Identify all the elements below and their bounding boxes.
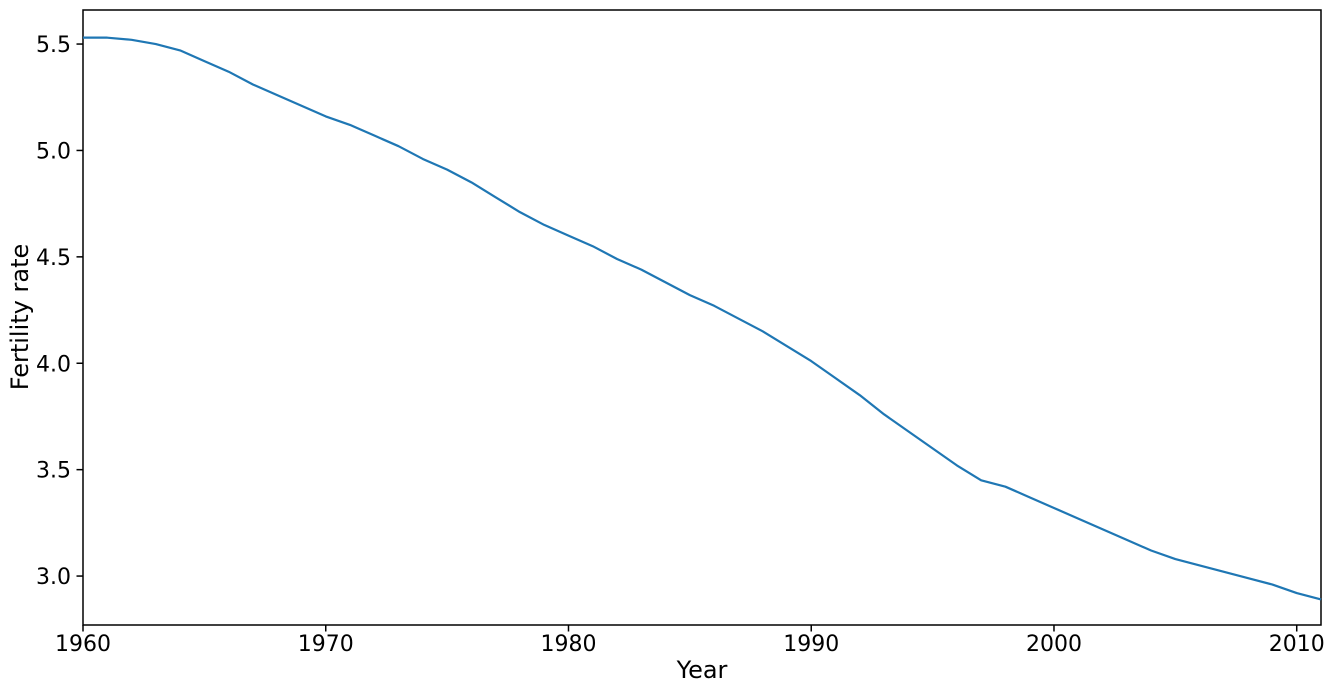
x-tick-label: 1980 — [540, 632, 596, 657]
x-tick-label: 2000 — [1026, 632, 1082, 657]
y-axis-label: Fertility rate — [6, 244, 34, 391]
y-tick-label: 4.5 — [36, 246, 71, 271]
x-axis-label: Year — [676, 656, 728, 684]
tick-labels: 1960 1970 1980 1990 2000 2010 3.0 3.5 4.0 4.5 5.0 5… — [36, 33, 1325, 657]
y-tick-label: 3.0 — [36, 565, 71, 590]
x-tick-label: 1960 — [55, 632, 111, 657]
y-tick-label: 5.5 — [36, 33, 71, 58]
y-tick-label: 4.0 — [36, 352, 71, 377]
fertility-rate-line — [83, 36, 1322, 601]
plot-area-spines — [82, 9, 1322, 626]
x-tick-label: 1970 — [298, 632, 354, 657]
x-tick-label: 2010 — [1269, 632, 1325, 657]
y-tick-label: 5.0 — [36, 139, 71, 164]
x-tick-label: 1990 — [783, 632, 839, 657]
tick-marks — [76, 43, 1298, 632]
y-tick-label: 3.5 — [36, 459, 71, 484]
